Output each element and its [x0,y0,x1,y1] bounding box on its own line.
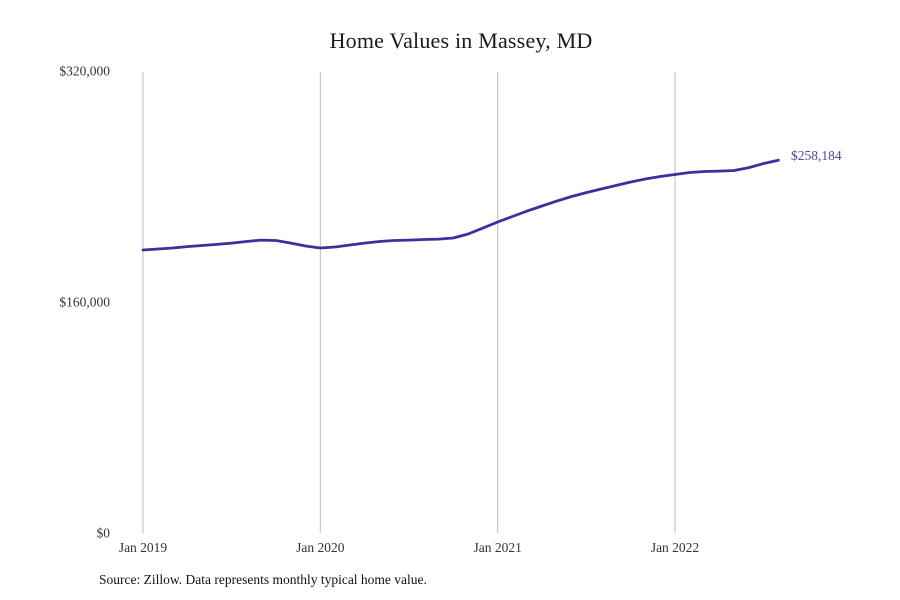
chart-title: Home Values in Massey, MD [329,28,593,53]
home-value-line [141,158,780,252]
y-tick-label: $0 [97,526,111,541]
x-tick-label: Jan 2019 [119,540,168,555]
x-tick-label: Jan 2021 [473,540,521,555]
x-tick-label: Jan 2022 [651,540,699,555]
x-tick-label: Jan 2020 [296,540,345,555]
y-tick-label: $160,000 [59,295,110,310]
source-note: Source: Zillow. Data represents monthly … [99,572,427,587]
end-value-label: $258,184 [791,148,842,163]
y-tick-label: $320,000 [59,64,110,79]
